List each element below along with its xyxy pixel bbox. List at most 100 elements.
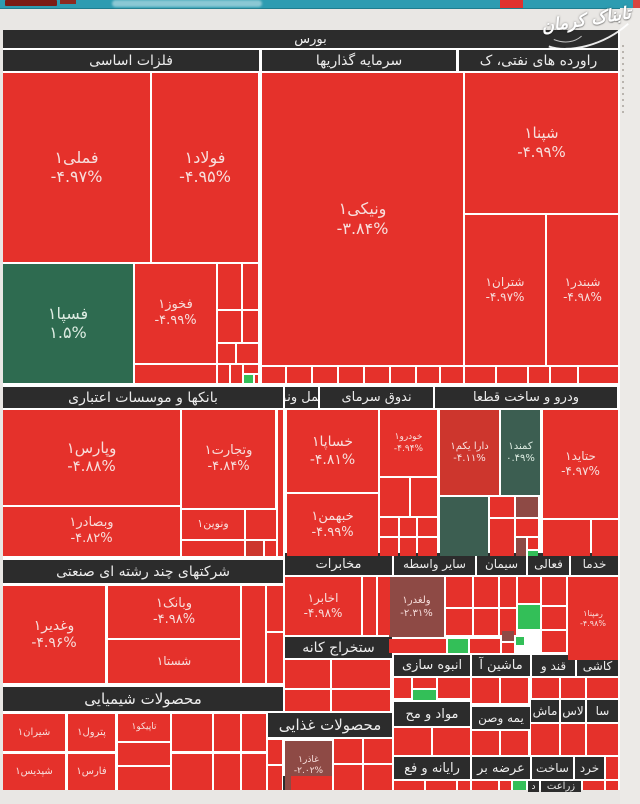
sector-chemicals[interactable]: محصولات شیمیایی: [3, 687, 283, 711]
sector-banks[interactable]: بانکها و موسسات اعتباری: [3, 387, 283, 408]
treemap-cell[interactable]: [242, 714, 266, 751]
treemap-cell[interactable]: [231, 365, 242, 383]
treemap-cell[interactable]: [255, 375, 258, 383]
sector-retail[interactable]: خرد: [575, 757, 604, 779]
treemap-cell[interactable]: [400, 538, 416, 556]
treemap-cell[interactable]: [394, 678, 411, 698]
treemap-cell[interactable]: [413, 690, 436, 700]
treemap-cell[interactable]: [118, 767, 170, 790]
sector-cement[interactable]: سیمان: [477, 553, 526, 575]
treemap-cell[interactable]: [528, 538, 538, 549]
treemap-cell[interactable]: [426, 781, 456, 790]
sector-agriculture[interactable]: زراعت: [541, 781, 581, 792]
treemap-cell[interactable]: [606, 781, 618, 790]
treemap-cell[interactable]: [516, 637, 524, 645]
stock-shasta[interactable]: شستا۱: [108, 640, 240, 683]
sector-other-intermediary[interactable]: سایر واسطه: [394, 553, 475, 575]
treemap-cell[interactable]: [135, 365, 216, 383]
treemap-cell[interactable]: [262, 367, 285, 383]
stock-fameli[interactable]: فملی۱ -۴.۹۷%: [3, 73, 150, 262]
sector-sa[interactable]: سا: [587, 700, 618, 722]
treemap-cell[interactable]: [218, 344, 235, 363]
treemap-cell[interactable]: [313, 367, 337, 383]
treemap-cell[interactable]: [490, 519, 514, 556]
treemap-cell[interactable]: [332, 660, 390, 688]
sector-supply[interactable]: عرضه بر: [472, 757, 530, 779]
treemap-cell[interactable]: [542, 607, 566, 629]
treemap-cell[interactable]: [433, 728, 470, 755]
treemap-cell[interactable]: [448, 639, 468, 653]
treemap-cell[interactable]: [501, 678, 528, 703]
treemap-cell[interactable]: [446, 577, 472, 607]
stock-venovin[interactable]: ونوین۱: [182, 510, 244, 539]
sector-multi-industry[interactable]: شرکتهای چند رشته ای صنعتی: [3, 560, 283, 583]
treemap-cell[interactable]: [490, 497, 514, 517]
treemap-cell[interactable]: [518, 605, 540, 629]
stock-veghadir[interactable]: وغدیر۱ -۴.۹۶%: [3, 586, 105, 683]
treemap-cell[interactable]: [458, 781, 470, 790]
treemap-cell[interactable]: [214, 754, 240, 790]
stock-rampna[interactable]: رمپنا۱ -۴.۹۸%: [568, 577, 618, 660]
treemap-cell[interactable]: [543, 520, 590, 556]
treemap-cell[interactable]: [243, 264, 258, 309]
treemap-cell[interactable]: [218, 311, 241, 342]
treemap-cell[interactable]: [364, 739, 392, 763]
treemap-cell[interactable]: [267, 633, 283, 683]
treemap-cell[interactable]: [411, 478, 437, 516]
stock-vepars[interactable]: وپارس۱ -۴.۸۸%: [3, 410, 180, 505]
sector-tile[interactable]: کاشی: [577, 655, 618, 676]
treemap-cell[interactable]: [378, 577, 390, 635]
stock-veniki[interactable]: ونیکی۱ -۳.۸۴%: [262, 73, 463, 365]
treemap-cell[interactable]: [418, 518, 437, 536]
treemap-cell[interactable]: [516, 497, 538, 517]
stock-fakhooz[interactable]: فخوز۱ -۴.۹۹%: [135, 264, 216, 363]
treemap-cell[interactable]: [285, 660, 330, 688]
treemap-cell[interactable]: [218, 264, 241, 309]
treemap-cell[interactable]: [237, 344, 258, 363]
treemap-cell[interactable]: [587, 724, 618, 755]
treemap-cell[interactable]: [531, 724, 559, 755]
treemap-cell[interactable]: [278, 410, 283, 556]
treemap-cell[interactable]: [172, 754, 212, 790]
treemap-cell[interactable]: [516, 519, 538, 536]
sector-services[interactable]: خدما: [571, 553, 618, 575]
sector-activities[interactable]: فعالی: [528, 553, 569, 575]
treemap-cell[interactable]: [472, 781, 498, 790]
treemap-cell[interactable]: [500, 577, 516, 607]
treemap-cell[interactable]: [394, 781, 424, 790]
treemap-cell[interactable]: [502, 631, 514, 641]
treemap-cell[interactable]: [182, 541, 244, 556]
treemap-cell[interactable]: [542, 631, 566, 652]
treemap-cell[interactable]: [118, 743, 170, 765]
treemap-cell[interactable]: [470, 639, 500, 653]
treemap-cell[interactable]: [265, 541, 276, 556]
stock-shebandar[interactable]: شبندر۱ -۴.۹۸%: [547, 215, 618, 365]
treemap-cell[interactable]: [218, 365, 229, 383]
treemap-cell[interactable]: [267, 586, 283, 631]
stock-velghadr[interactable]: ولغدر۱ -۲.۳۱%: [389, 577, 444, 637]
treemap-cell[interactable]: [502, 643, 514, 653]
sector-d-fragment[interactable]: د: [528, 781, 539, 792]
treemap-cell[interactable]: [551, 367, 577, 383]
treemap-cell[interactable]: [587, 678, 618, 698]
treemap-cell[interactable]: [440, 497, 488, 556]
sector-mash[interactable]: ماش: [531, 700, 559, 722]
stock-vetejarat[interactable]: وتجارت۱ -۴.۸۴%: [182, 410, 275, 508]
sector-telecom[interactable]: مخابرات: [285, 553, 392, 575]
stock-foolad[interactable]: فولاد۱ -۴.۹۵%: [152, 73, 258, 262]
treemap-cell[interactable]: [243, 311, 258, 342]
treemap-cell[interactable]: [285, 690, 330, 711]
treemap-cell[interactable]: [472, 678, 499, 703]
sector-real-estate[interactable]: انبوه سازی: [394, 655, 470, 676]
sector-las[interactable]: لاس: [561, 700, 585, 722]
sector-construction[interactable]: ساخت: [532, 757, 573, 779]
treemap-cell[interactable]: [291, 776, 332, 790]
treemap-cell[interactable]: [172, 714, 212, 751]
treemap-cell[interactable]: [500, 609, 516, 635]
sector-investments[interactable]: سرمایه گذاریها: [262, 50, 456, 71]
treemap-cell[interactable]: [561, 724, 585, 755]
treemap-cell[interactable]: [472, 731, 499, 755]
treemap-cell[interactable]: [380, 538, 398, 556]
sector-food[interactable]: محصولات غذایی: [268, 713, 392, 737]
stock-fars[interactable]: فارس۱: [68, 754, 115, 790]
